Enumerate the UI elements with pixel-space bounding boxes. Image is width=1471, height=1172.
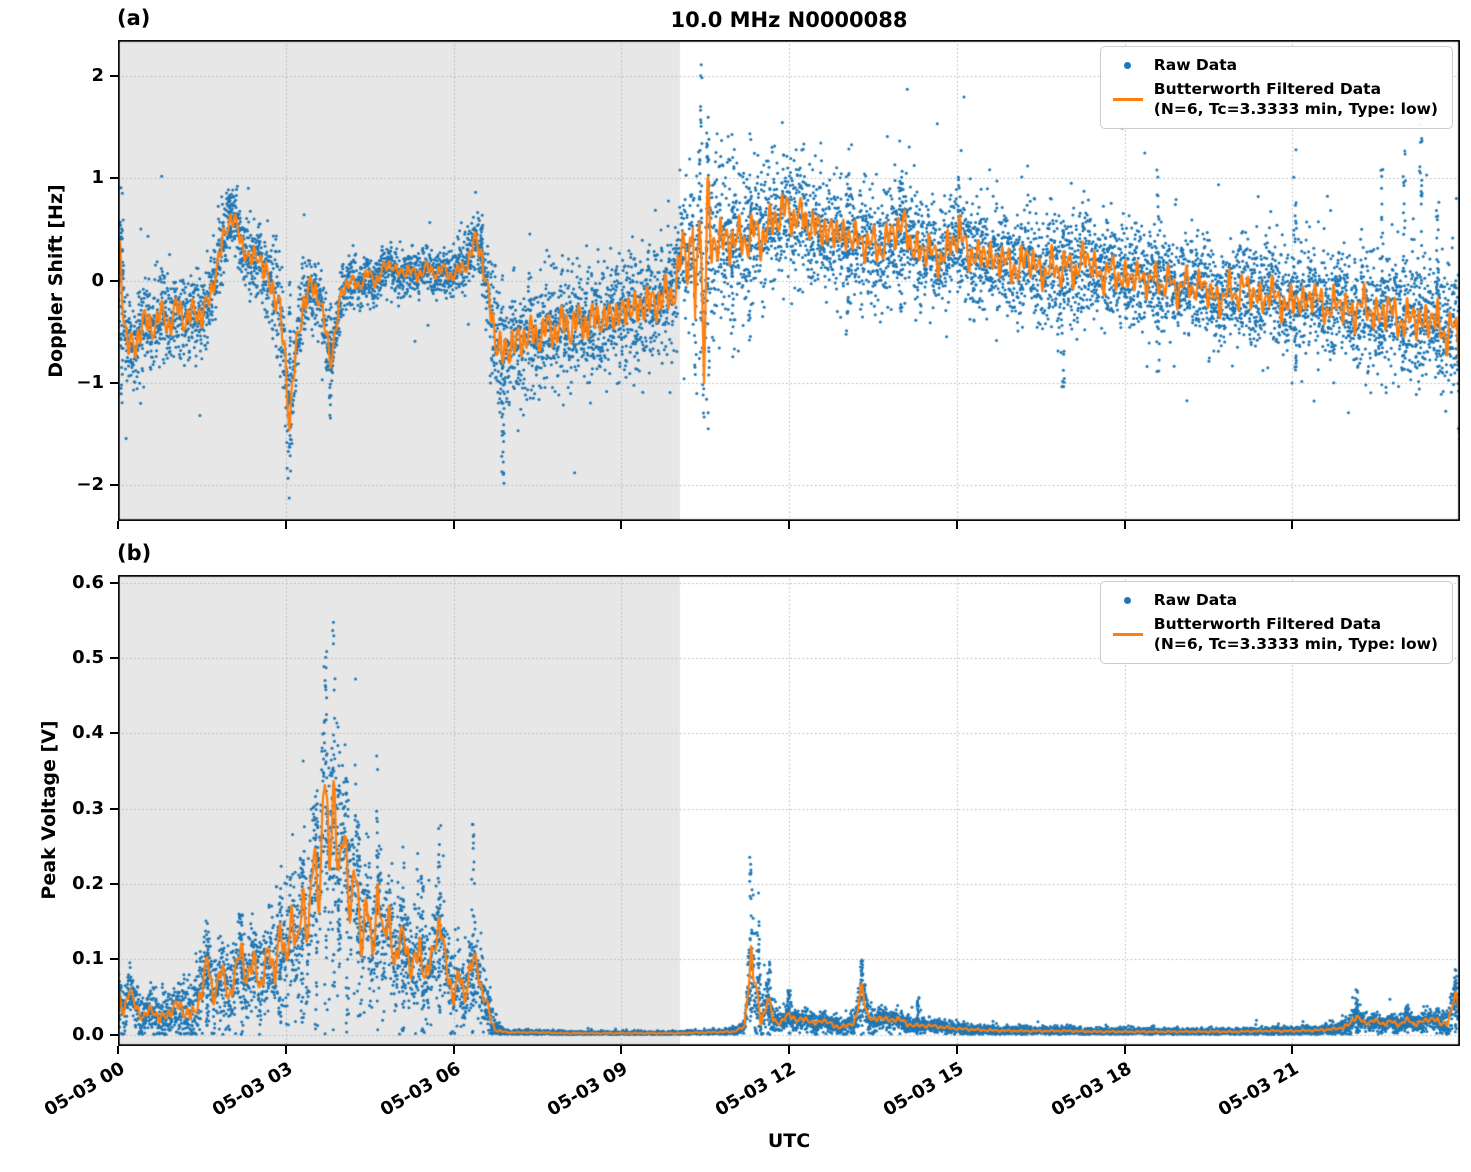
legend-raw-label: Raw Data bbox=[1153, 591, 1238, 609]
x-tick-label: 05-03 21 bbox=[1215, 1058, 1303, 1121]
legend-filtered-label: Butterworth Filtered Data bbox=[1153, 80, 1382, 99]
x-tick-label: 05-03 09 bbox=[544, 1058, 632, 1121]
y-tick-label: 0.1 bbox=[72, 948, 104, 970]
y-tick-mark bbox=[110, 484, 118, 487]
x-tick-mark bbox=[1291, 521, 1294, 529]
figure-title: 10.0 MHz N0000088 bbox=[670, 8, 908, 32]
x-tick-mark bbox=[1291, 1046, 1294, 1054]
panel-a-label: (a) bbox=[117, 6, 151, 30]
panel-b-label: (b) bbox=[117, 541, 152, 565]
x-tick-mark bbox=[955, 1046, 958, 1054]
x-tick-mark bbox=[1123, 1046, 1126, 1054]
legend-row-filtered: Butterworth Filtered Data (N=6, Tc=3.333… bbox=[1111, 614, 1438, 654]
legend-filtered-sublabel: (N=6, Tc=3.3333 min, Type: low) bbox=[1153, 100, 1438, 119]
y-tick-label: −2 bbox=[76, 474, 104, 496]
y-tick-mark bbox=[110, 1033, 118, 1036]
y-tick-mark bbox=[110, 882, 118, 885]
x-axis-label: UTC bbox=[767, 1130, 811, 1152]
y-tick-mark bbox=[110, 581, 118, 584]
y-tick-mark bbox=[110, 74, 118, 77]
y-tick-mark bbox=[110, 807, 118, 810]
x-tick-mark bbox=[955, 521, 958, 529]
legend-filtered-label: Butterworth Filtered Data bbox=[1153, 615, 1382, 634]
y-tick-label: −1 bbox=[76, 371, 104, 393]
x-tick-mark bbox=[452, 521, 455, 529]
legend-row-raw: Raw Data bbox=[1111, 590, 1438, 610]
y-tick-mark bbox=[110, 177, 118, 180]
x-tick-mark bbox=[788, 521, 790, 529]
x-tick-mark bbox=[620, 1046, 623, 1054]
legend-raw-label: Raw Data bbox=[1153, 56, 1238, 74]
x-tick-mark bbox=[284, 521, 287, 529]
filtered-data-line-marker bbox=[1111, 97, 1145, 101]
legend-filtered-sublabel: (N=6, Tc=3.3333 min, Type: low) bbox=[1153, 635, 1438, 654]
y-tick-mark bbox=[110, 958, 118, 961]
legend-row-raw: Raw Data bbox=[1111, 55, 1438, 75]
y-tick-mark bbox=[110, 279, 118, 282]
x-tick-mark bbox=[788, 1046, 790, 1054]
x-tick-mark bbox=[620, 521, 623, 529]
y-tick-label: 0.6 bbox=[72, 571, 104, 593]
x-tick-label: 05-03 18 bbox=[1047, 1058, 1135, 1121]
y-tick-label: 2 bbox=[91, 64, 104, 86]
filtered-data-line-marker bbox=[1111, 632, 1145, 636]
panel-b-legend: Raw Data Butterworth Filtered Data (N=6,… bbox=[1099, 581, 1453, 665]
panel-b-axes: Raw Data Butterworth Filtered Data (N=6,… bbox=[118, 575, 1460, 1046]
y-tick-label: 0 bbox=[91, 269, 104, 291]
y-tick-label: 0.5 bbox=[72, 646, 104, 668]
x-tick-mark bbox=[452, 1046, 455, 1054]
y-tick-mark bbox=[110, 732, 118, 735]
x-tick-mark bbox=[117, 521, 119, 529]
y-tick-label: 1 bbox=[91, 167, 104, 189]
x-tick-label: 05-03 15 bbox=[879, 1058, 968, 1121]
x-tick-mark bbox=[117, 1046, 119, 1054]
raw-data-dot-marker bbox=[1111, 61, 1145, 69]
y-tick-mark bbox=[110, 381, 118, 384]
x-tick-mark bbox=[1123, 521, 1126, 529]
x-tick-label: 05-03 06 bbox=[376, 1058, 464, 1121]
y-tick-label: 0.0 bbox=[72, 1023, 104, 1045]
x-tick-mark bbox=[284, 1046, 287, 1054]
y-tick-label: 0.3 bbox=[72, 797, 104, 819]
y-tick-label: 0.2 bbox=[72, 872, 104, 894]
panel-a-legend: Raw Data Butterworth Filtered Data (N=6,… bbox=[1099, 46, 1453, 130]
x-tick-label: 05-03 12 bbox=[712, 1058, 800, 1121]
x-tick-label: 05-03 03 bbox=[208, 1058, 297, 1121]
y-tick-label: 0.4 bbox=[72, 722, 104, 744]
x-tick-label: 05-03 00 bbox=[41, 1058, 129, 1121]
raw-data-dot-marker bbox=[1111, 596, 1145, 604]
panel-a-axes: Raw Data Butterworth Filtered Data (N=6,… bbox=[118, 40, 1460, 521]
legend-row-filtered: Butterworth Filtered Data (N=6, Tc=3.333… bbox=[1111, 79, 1438, 119]
y-tick-mark bbox=[110, 656, 118, 659]
